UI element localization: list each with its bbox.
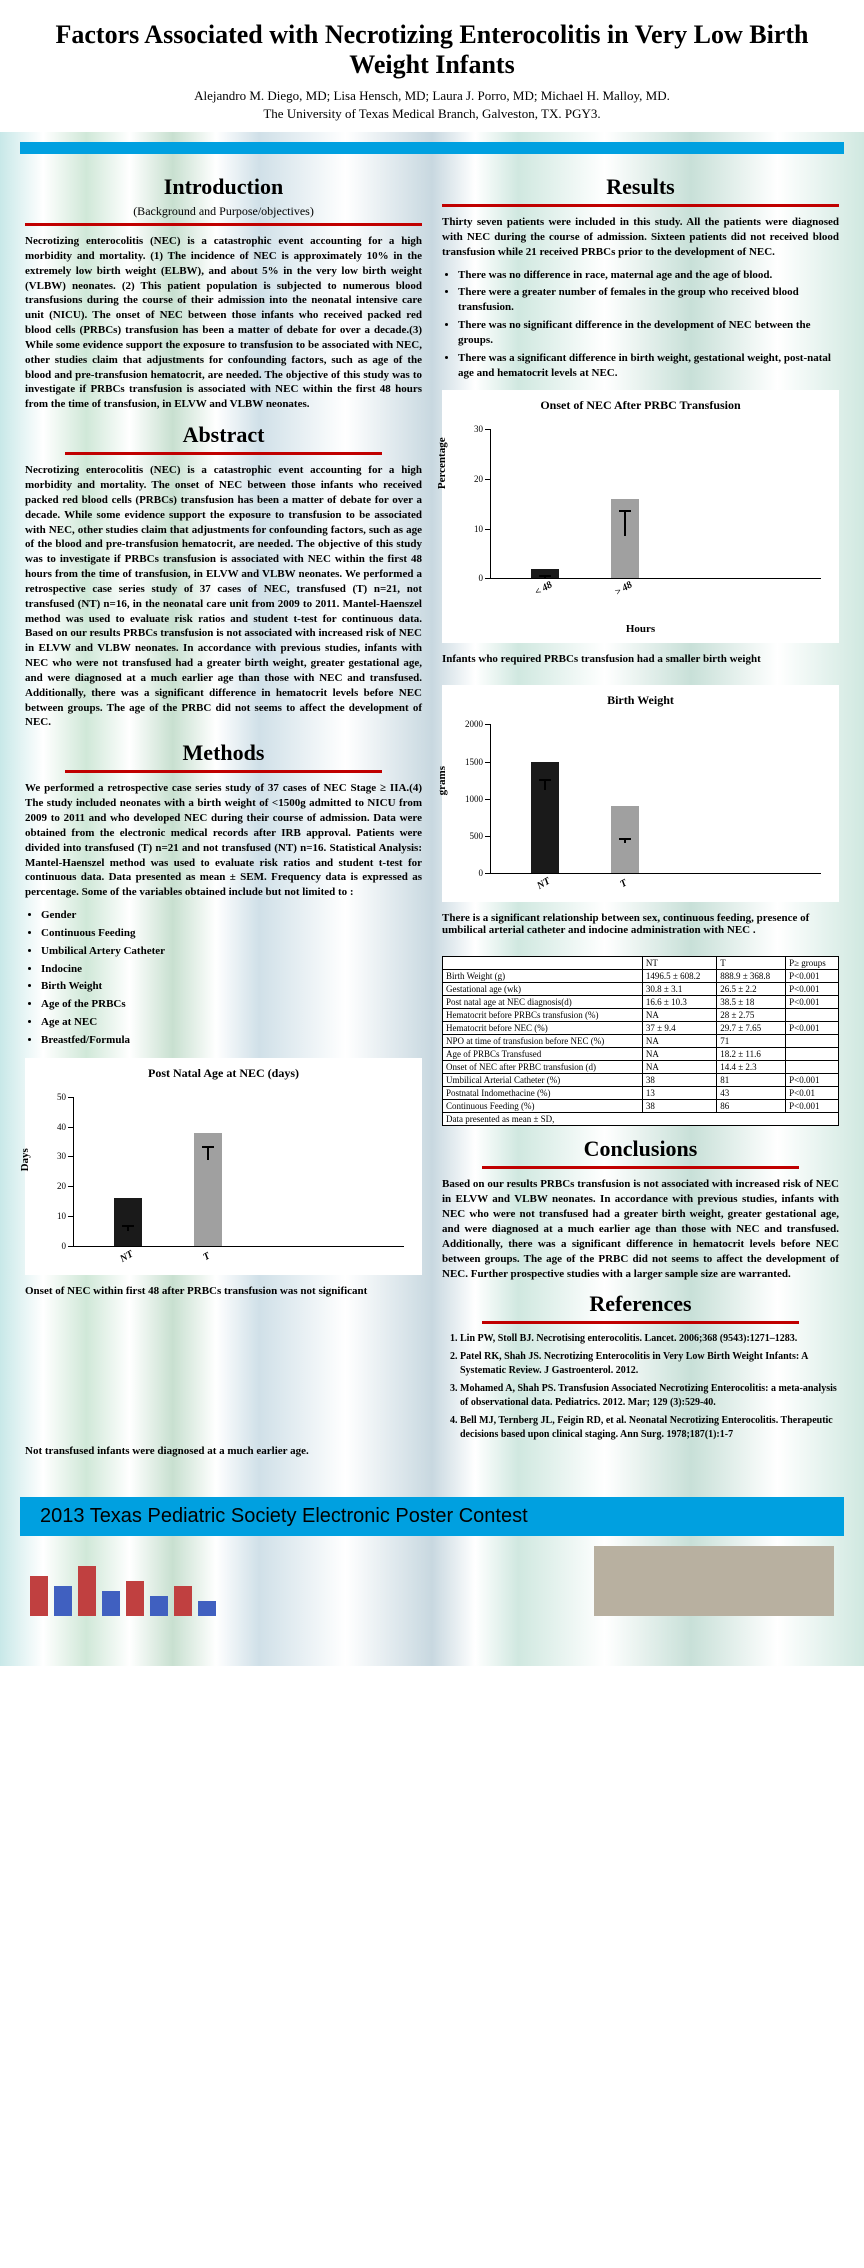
methods-var-item: Gender: [41, 908, 422, 923]
postnatal-note-1: Onset of NEC within first 48 after PRBCs…: [25, 1285, 422, 1297]
table-row: Continuous Feeding (%)3886P<0.001: [443, 1100, 839, 1113]
mini-bar-chart: [30, 1566, 216, 1616]
conclusions-text: Based on our results PRBCs transfusion i…: [442, 1177, 839, 1281]
grey-box: [594, 1546, 834, 1616]
table-row: Age of PRBCs TransfusedNA18.2 ± 11.6: [443, 1048, 839, 1061]
table-row: Gestational age (wk)30.8 ± 3.126.5 ± 2.2…: [443, 983, 839, 996]
methods-var-item: Breastfed/Formula: [41, 1033, 422, 1048]
table-row: Postnatal Indomethacine (%)1343P<0.01: [443, 1087, 839, 1100]
reference-item: Mohamed A, Shah PS. Transfusion Associat…: [460, 1382, 839, 1410]
references-rule: [482, 1321, 799, 1324]
reference-item: Lin PW, Stoll BJ. Necrotising enterocoli…: [460, 1332, 839, 1346]
conclusions-title: Conclusions: [442, 1136, 839, 1162]
poster-affiliation: The University of Texas Medical Branch, …: [30, 106, 834, 122]
reference-item: Bell MJ, Ternberg JL, Feigin RD, et al. …: [460, 1414, 839, 1442]
results-rule: [442, 204, 839, 207]
references-title: References: [442, 1291, 839, 1317]
table-row: Hematocrit before PRBCs transfusion (%)N…: [443, 1009, 839, 1022]
table-row: Umbilical Arterial Catheter (%)3881P<0.0…: [443, 1074, 839, 1087]
right-column: Results Thirty seven patients were inclu…: [442, 164, 839, 1477]
methods-var-item: Age of the PRBCs: [41, 997, 422, 1012]
postnatal-note-2: Not transfused infants were diagnosed at…: [25, 1445, 422, 1457]
content-columns: Introduction (Background and Purpose/obj…: [0, 164, 864, 1477]
postnatal-chart: Post Natal Age at NEC (days) Days0102030…: [25, 1058, 422, 1275]
table-row: Hematocrit before NEC (%)37 ± 9.429.7 ± …: [443, 1022, 839, 1035]
results-bullet-item: There were a greater number of females i…: [458, 285, 839, 315]
reference-item: Patel RK, Shah JS. Necrotizing Enterocol…: [460, 1350, 839, 1378]
poster-header: Factors Associated with Necrotizing Ente…: [0, 0, 864, 132]
methods-var-item: Birth Weight: [41, 979, 422, 994]
poster-title: Factors Associated with Necrotizing Ente…: [30, 20, 834, 80]
table-row: Post natal age at NEC diagnosis(d)16.6 ±…: [443, 996, 839, 1009]
methods-var-item: Age at NEC: [41, 1015, 422, 1030]
methods-text: We performed a retrospective case series…: [25, 781, 422, 900]
intro-title: Introduction: [25, 174, 422, 200]
table-row: NPO at time of transfusion before NEC (%…: [443, 1035, 839, 1048]
abstract-text: Necrotizing enterocolitis (NEC) is a cat…: [25, 463, 422, 730]
left-column: Introduction (Background and Purpose/obj…: [25, 164, 422, 1477]
onset-chart: Onset of NEC After PRBC Transfusion Perc…: [442, 390, 839, 643]
results-bullet-item: There was no difference in race, materna…: [458, 268, 839, 283]
poster-root: Factors Associated with Necrotizing Ente…: [0, 0, 864, 1666]
bw-chart-title: Birth Weight: [450, 693, 831, 708]
methods-var-item: Continuous Feeding: [41, 926, 422, 941]
footer-bar: 2013 Texas Pediatric Society Electronic …: [20, 1497, 844, 1536]
abstract-rule: [65, 452, 382, 455]
divider-blue: [20, 142, 844, 154]
methods-var-item: Indocine: [41, 962, 422, 977]
results-title: Results: [442, 174, 839, 200]
intro-text: Necrotizing enterocolitis (NEC) is a cat…: [25, 234, 422, 412]
methods-var-item: Umbilical Artery Catheter: [41, 944, 422, 959]
bw-note: There is a significant relationship betw…: [442, 912, 839, 936]
bw-chart: Birth Weight grams0500100015002000NTT: [442, 685, 839, 902]
poster-authors: Alejandro M. Diego, MD; Lisa Hensch, MD;…: [30, 88, 834, 104]
onset-note: Infants who required PRBCs transfusion h…: [442, 653, 839, 665]
results-table: NTTP≥ groupsBirth Weight (g)1496.5 ± 608…: [442, 956, 839, 1126]
methods-title: Methods: [25, 740, 422, 766]
onset-xlabel: Hours: [450, 623, 831, 635]
conclusions-rule: [482, 1166, 799, 1169]
results-bullets: There was no difference in race, materna…: [458, 268, 839, 381]
results-intro: Thirty seven patients were included in t…: [442, 215, 839, 260]
intro-subtitle: (Background and Purpose/objectives): [25, 204, 422, 219]
results-bullet-item: There was no significant difference in t…: [458, 318, 839, 348]
results-bullet-item: There was a significant difference in bi…: [458, 351, 839, 381]
abstract-title: Abstract: [25, 422, 422, 448]
references-list: Lin PW, Stoll BJ. Necrotising enterocoli…: [442, 1332, 839, 1442]
postnatal-chart-title: Post Natal Age at NEC (days): [33, 1066, 414, 1081]
onset-chart-title: Onset of NEC After PRBC Transfusion: [450, 398, 831, 413]
table-row: Birth Weight (g)1496.5 ± 608.2888.9 ± 36…: [443, 970, 839, 983]
intro-rule: [25, 223, 422, 226]
methods-vars: Gender Continuous Feeding Umbilical Artery…: [41, 908, 422, 1048]
bottom-decoration: [0, 1536, 864, 1636]
table-row: Onset of NEC after PRBC transfusion (d)N…: [443, 1061, 839, 1074]
methods-rule: [65, 770, 382, 773]
